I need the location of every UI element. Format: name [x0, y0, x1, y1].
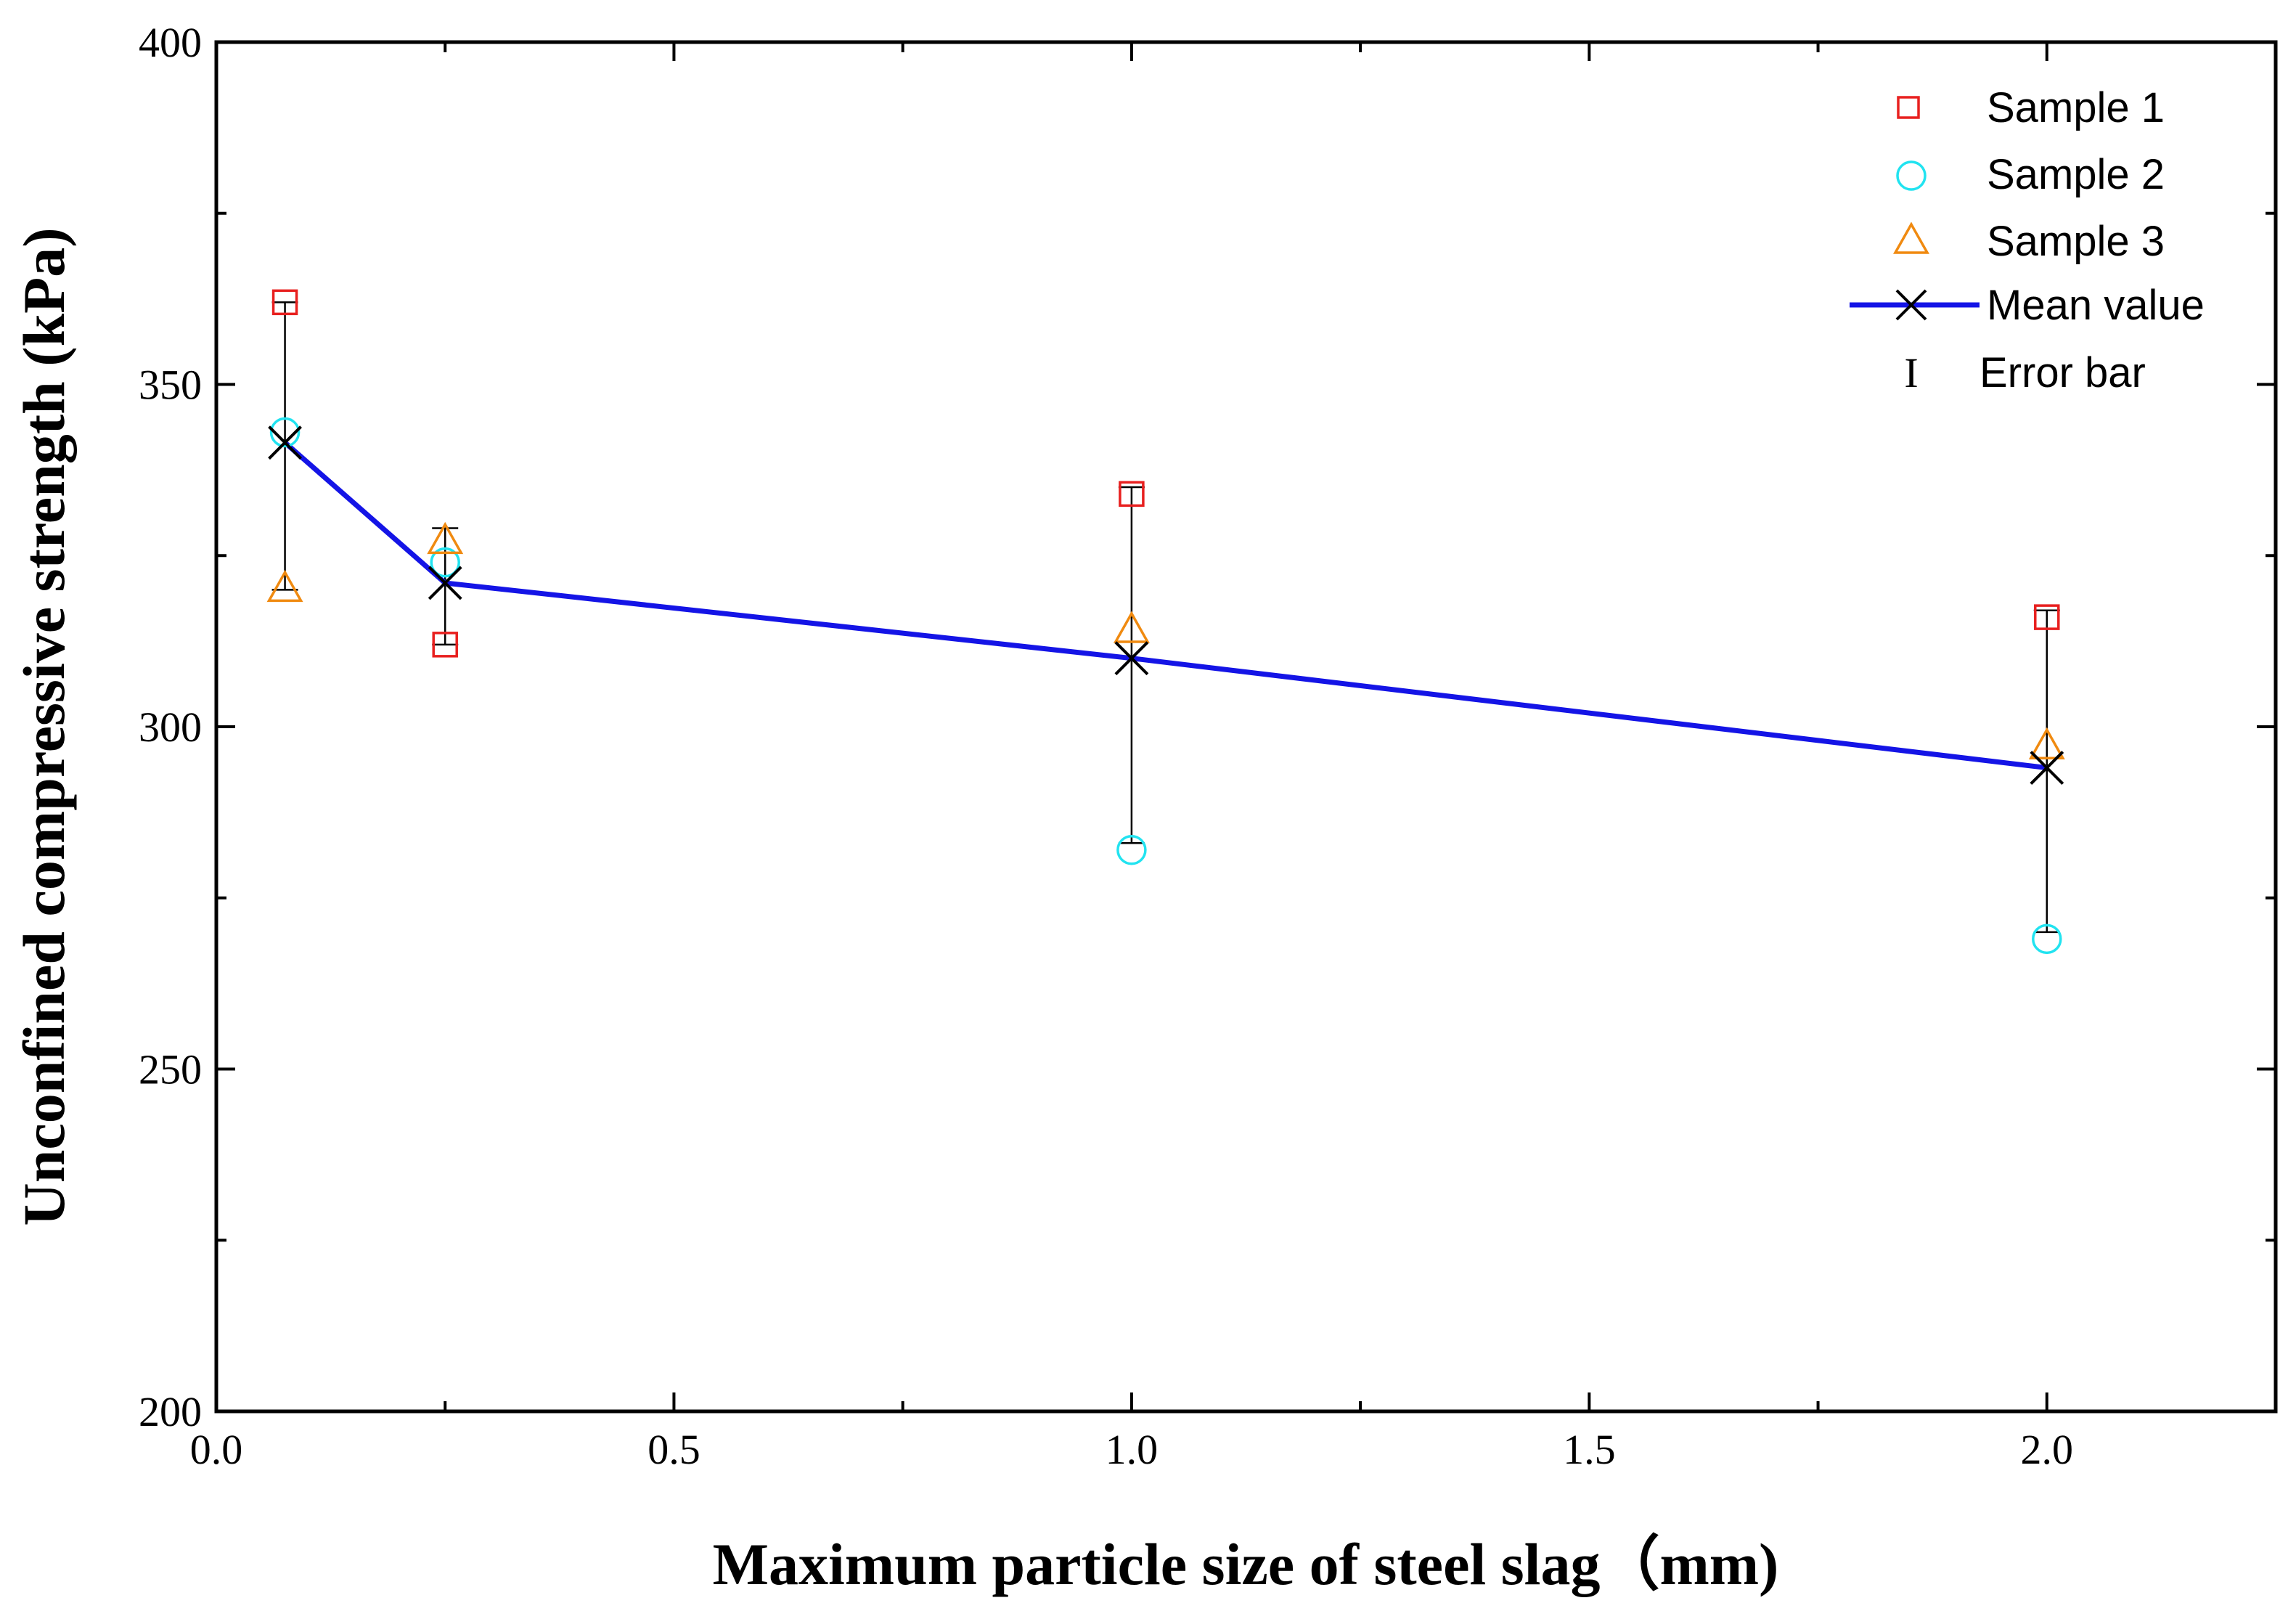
legend-sample-1-marker: [1897, 96, 1920, 119]
y-tick-label: 200: [139, 1388, 202, 1435]
legend: Sample 1 Sample 2 Sample 3 Mean value I …: [1850, 84, 2205, 396]
sample-2-point: [269, 417, 301, 448]
mean-value-point: [1114, 641, 1149, 676]
mean-x-stroke: [1114, 641, 1149, 676]
mean-value-point: [268, 425, 302, 460]
plot-border: [214, 40, 2278, 1414]
error-bars: [271, 301, 2060, 934]
legend-error-bar-label: Error bar: [1980, 349, 2146, 396]
sample-2-point: [2032, 923, 2062, 955]
x-axis-title: Maximum particle size of steel slag（mm): [713, 1531, 1779, 1597]
sample-3-point: [427, 521, 464, 555]
legend-mean-marker: [1895, 289, 1927, 321]
mean-value-line: [283, 441, 2048, 771]
legend-sample-2-label: Sample 2: [1987, 151, 2165, 198]
x-tick-label: 1.5: [1563, 1426, 1616, 1473]
y-tick-label: 350: [139, 362, 202, 409]
legend-mean-label: Mean value: [1987, 282, 2205, 329]
mean-value-point: [428, 566, 462, 600]
y-axis-title: Unconfined compressive strength (kPa): [11, 228, 77, 1226]
x-tick-label: 2.0: [2021, 1426, 2074, 1473]
x-tick-label: 0.0: [190, 1426, 243, 1473]
sample-3-point: [266, 569, 303, 603]
axes: 0.0 0.5 1.0 1.5 2.0 200 250 300 350 400: [139, 19, 2277, 1473]
sample-2-point: [1116, 834, 1147, 865]
sample-1-point: [271, 289, 298, 316]
legend-sample-2-marker: [1896, 160, 1927, 191]
y-tick-label: 400: [139, 19, 202, 66]
mean-line: [283, 441, 2048, 771]
y-tick-label: 300: [139, 704, 202, 751]
mean-x-stroke: [268, 425, 302, 460]
sample-1-point: [1119, 481, 1145, 507]
data-markers: [266, 289, 2065, 955]
mean-x-stroke: [428, 566, 462, 600]
legend-sample-1-label: Sample 1: [1987, 84, 2165, 131]
mean-value-point: [2030, 751, 2064, 785]
sample-3-point: [1113, 611, 1150, 643]
y-tick-label: 250: [139, 1046, 202, 1093]
legend-sample-3-label: Sample 3: [1987, 218, 2165, 265]
legend-error-bar-symbol: I: [1904, 349, 1918, 396]
x-tick-label: 0.5: [647, 1426, 700, 1473]
sample-3-point: [2028, 727, 2065, 760]
sample-2-point: [430, 547, 460, 578]
mean-x-stroke: [2030, 751, 2064, 785]
plot-area: [214, 40, 2278, 1414]
legend-sample-3-marker: [1893, 221, 1929, 254]
x-tick-label: 1.0: [1106, 1426, 1159, 1473]
sample-1-point: [432, 632, 458, 658]
sample-1-point: [2034, 604, 2060, 630]
